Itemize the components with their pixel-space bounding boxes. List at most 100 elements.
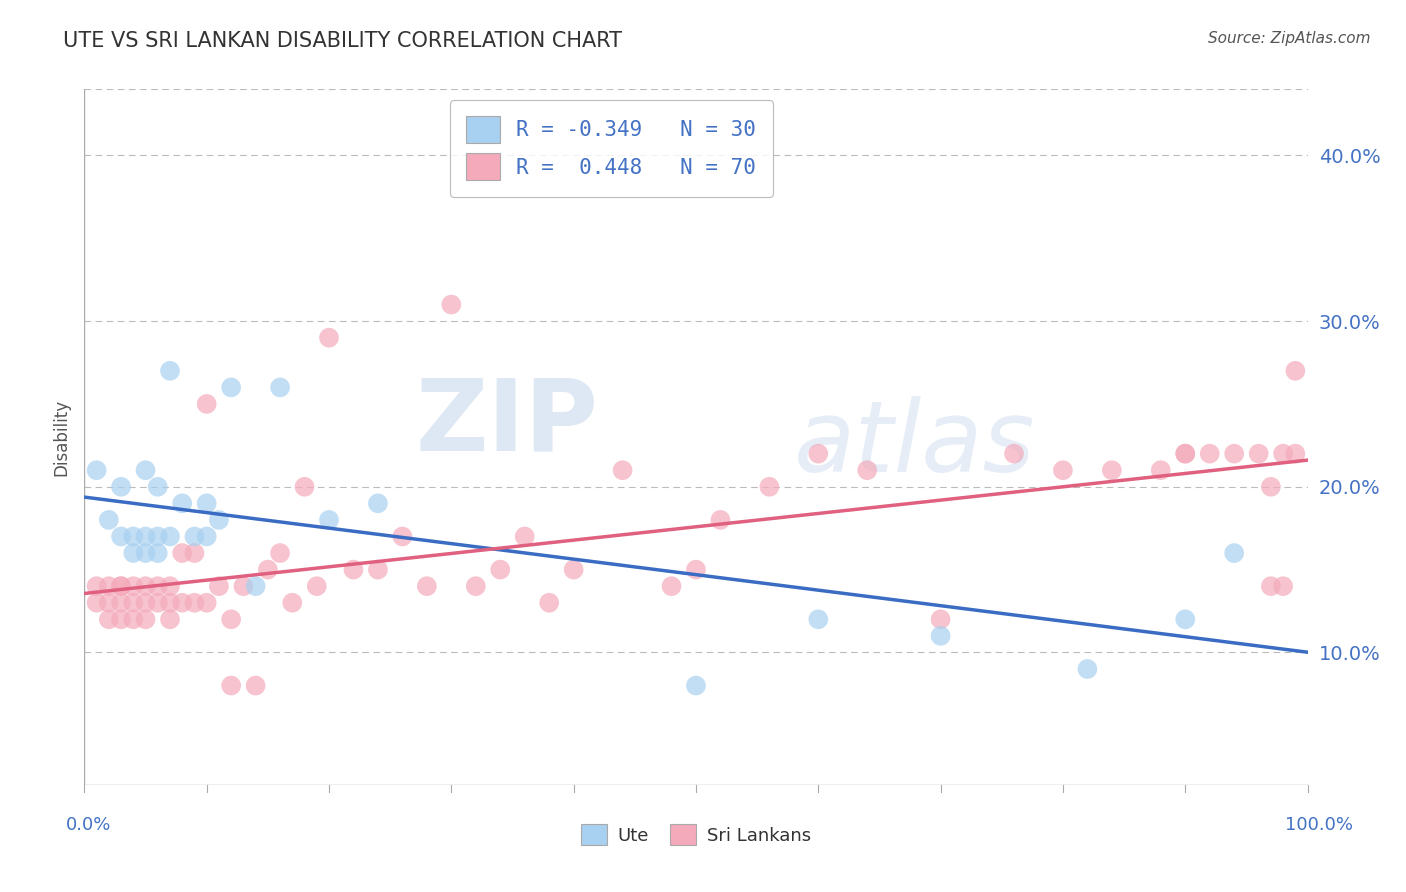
Point — [1284, 447, 1306, 461]
Point — [195, 596, 218, 610]
Point — [269, 380, 291, 394]
Point — [245, 679, 267, 693]
Point — [97, 612, 120, 626]
Point — [110, 579, 132, 593]
Point — [219, 679, 242, 693]
Point — [97, 513, 120, 527]
Point — [318, 513, 340, 527]
Point — [135, 529, 157, 543]
Point — [159, 529, 181, 543]
Point — [269, 546, 291, 560]
Point — [305, 579, 328, 593]
Point — [929, 612, 952, 626]
Text: Source: ZipAtlas.com: Source: ZipAtlas.com — [1208, 31, 1371, 46]
Point — [146, 529, 169, 543]
Point — [661, 579, 683, 593]
Point — [807, 612, 830, 626]
Point — [219, 380, 242, 394]
Point — [135, 612, 157, 626]
Point — [1174, 612, 1197, 626]
Point — [1272, 579, 1295, 593]
Point — [146, 546, 169, 560]
Point — [367, 563, 389, 577]
Point — [1101, 463, 1123, 477]
Point — [232, 579, 254, 593]
Point — [172, 496, 194, 510]
Point — [489, 563, 512, 577]
Point — [1076, 662, 1098, 676]
Point — [929, 629, 952, 643]
Point — [195, 496, 218, 510]
Point — [183, 546, 205, 560]
Point — [1247, 447, 1270, 461]
Point — [612, 463, 634, 477]
Point — [183, 596, 205, 610]
Point — [281, 596, 304, 610]
Point — [122, 579, 145, 593]
Point — [318, 331, 340, 345]
Point — [110, 529, 132, 543]
Point — [1284, 364, 1306, 378]
Y-axis label: Disability: Disability — [52, 399, 70, 475]
Point — [1223, 447, 1246, 461]
Point — [122, 546, 145, 560]
Point — [135, 596, 157, 610]
Point — [208, 513, 231, 527]
Point — [1174, 447, 1197, 461]
Point — [159, 579, 181, 593]
Point — [110, 480, 132, 494]
Point — [685, 563, 707, 577]
Text: ZIP: ZIP — [415, 375, 598, 472]
Point — [342, 563, 364, 577]
Point — [685, 679, 707, 693]
Point — [86, 596, 108, 610]
Point — [122, 596, 145, 610]
Point — [219, 612, 242, 626]
Point — [122, 529, 145, 543]
Point — [245, 579, 267, 593]
Point — [257, 563, 280, 577]
Point — [856, 463, 879, 477]
Point — [159, 364, 181, 378]
Point — [562, 563, 585, 577]
Point — [709, 513, 731, 527]
Point — [758, 480, 780, 494]
Point — [97, 596, 120, 610]
Point — [146, 480, 169, 494]
Point — [513, 529, 536, 543]
Point — [146, 579, 169, 593]
Point — [135, 463, 157, 477]
Point — [172, 596, 194, 610]
Point — [183, 529, 205, 543]
Point — [1150, 463, 1173, 477]
Point — [807, 447, 830, 461]
Point — [440, 297, 463, 311]
Point — [1198, 447, 1220, 461]
Point — [86, 463, 108, 477]
Point — [294, 480, 316, 494]
Text: UTE VS SRI LANKAN DISABILITY CORRELATION CHART: UTE VS SRI LANKAN DISABILITY CORRELATION… — [63, 31, 623, 51]
Point — [1052, 463, 1074, 477]
Point — [1260, 480, 1282, 494]
Text: atlas: atlas — [794, 395, 1035, 492]
Point — [135, 579, 157, 593]
Point — [86, 579, 108, 593]
Point — [1260, 579, 1282, 593]
Point — [110, 579, 132, 593]
Point — [97, 579, 120, 593]
Point — [172, 546, 194, 560]
Point — [391, 529, 413, 543]
Point — [464, 579, 486, 593]
Point — [416, 579, 439, 593]
Point — [159, 596, 181, 610]
Point — [135, 546, 157, 560]
Point — [1223, 546, 1246, 560]
Point — [110, 612, 132, 626]
Point — [538, 596, 561, 610]
Point — [195, 529, 218, 543]
Point — [122, 612, 145, 626]
Text: 100.0%: 100.0% — [1285, 816, 1353, 834]
Legend: Ute, Sri Lankans: Ute, Sri Lankans — [574, 817, 818, 853]
Point — [1272, 447, 1295, 461]
Point — [146, 596, 169, 610]
